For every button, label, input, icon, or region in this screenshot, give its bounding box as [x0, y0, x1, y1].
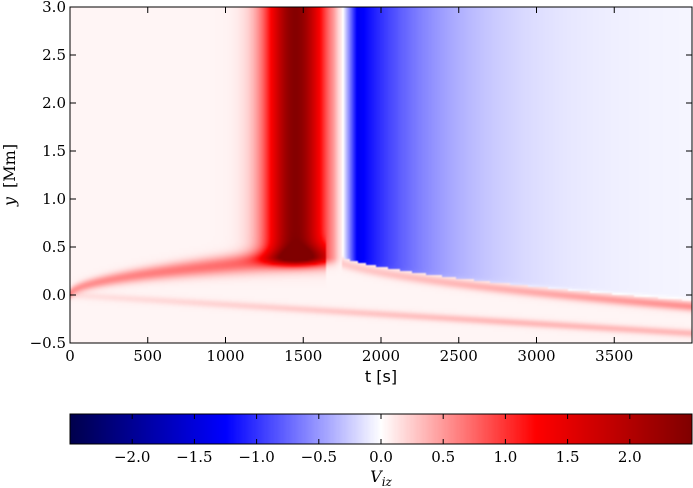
- colorbar-ticks: −2.0 −1.5 −1.0 −0.5 0.0 0.5 1.0 1.5 2.0: [114, 414, 642, 466]
- y-tick-label: 1.5: [42, 142, 66, 160]
- colorbar-tick-label: −2.0: [114, 448, 150, 466]
- y-tick-label: 0.0: [42, 286, 66, 304]
- heatmap-y-ticks: −0.5 0.0 0.5 1.0 1.5 2.0 2.5 3.0: [30, 0, 692, 352]
- x-tick-label: 1000: [206, 347, 244, 365]
- y-tick-label: 3.0: [42, 0, 66, 16]
- y-tick-label: 2.5: [42, 46, 66, 64]
- y-tick-label: −0.5: [30, 334, 66, 352]
- y-tick-label: 2.0: [42, 94, 66, 112]
- colorbar-tick-label: −1.5: [176, 448, 212, 466]
- y-tick-label: 1.0: [42, 190, 66, 208]
- x-tick-label: 500: [133, 347, 162, 365]
- y-axis-var: y: [0, 196, 19, 207]
- heatmap-panel: 0 500 1000 1500 2000 2500 3000 3500 −0.5 0.0 0.5 1…: [0, 0, 693, 386]
- y-tick-label: 0.5: [42, 238, 66, 256]
- x-tick-label: 2500: [440, 347, 478, 365]
- colorbar-tick-label: 2.0: [618, 448, 642, 466]
- colorbar-tick-label: 0.0: [369, 448, 393, 466]
- x-tick-label: 1500: [284, 347, 322, 365]
- colorbar-tick-label: −1.0: [238, 448, 274, 466]
- colorbar-label-sub: iz: [382, 475, 393, 488]
- y-axis-label: y [Mm]: [0, 144, 19, 207]
- x-tick-label: 0: [65, 347, 75, 365]
- x-tick-label: 3500: [595, 347, 633, 365]
- svg-text:y [Mm]: y [Mm]: [0, 144, 19, 207]
- heatmap-x-ticks: 0 500 1000 1500 2000 2500 3000 3500: [65, 7, 633, 365]
- x-tick-label: 2000: [362, 347, 400, 365]
- x-axis-label: t [s]: [365, 367, 397, 386]
- y-axis-unit: [Mm]: [0, 144, 19, 188]
- colorbar-tick-label: 1.5: [556, 448, 580, 466]
- colorbar-label-var: V: [370, 467, 383, 486]
- colorbar-label: Viz: [370, 467, 392, 488]
- colorbar-tick-label: −0.5: [301, 448, 337, 466]
- colorbar-tick-label: 0.5: [431, 448, 455, 466]
- colorbar: −2.0 −1.5 −1.0 −0.5 0.0 0.5 1.0 1.5 2.0 Viz: [69, 413, 693, 488]
- x-tick-label: 3000: [517, 347, 555, 365]
- heatmap-image: [70, 7, 692, 343]
- colorbar-tick-label: 1.0: [493, 448, 517, 466]
